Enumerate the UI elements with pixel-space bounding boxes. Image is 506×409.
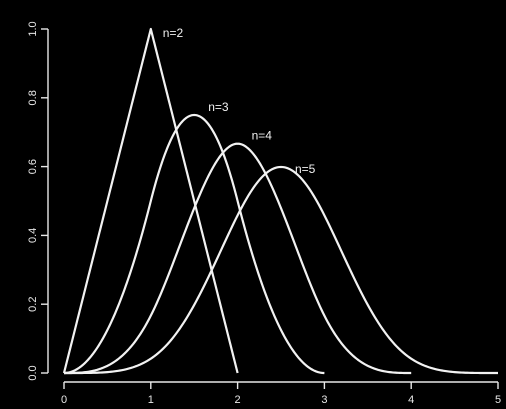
- series-curves: [62, 27, 498, 375]
- x-tick-label: 1: [148, 394, 154, 406]
- series-line-n-5: [64, 165, 498, 375]
- y-tick-label: 1.0: [27, 21, 39, 36]
- y-ticks: 0.0 0.2 0.4 0.6 0.8 1.0: [27, 21, 48, 381]
- x-tick-label: 5: [495, 394, 501, 406]
- x-ticks: 0 1 2 3 4 5: [61, 382, 501, 406]
- series-label-n-5: n=5: [295, 162, 316, 176]
- y-tick-label: 0.8: [27, 90, 39, 105]
- series-line-n-3: [63, 113, 325, 375]
- x-tick-label: 0: [61, 394, 67, 406]
- series-label-n-3: n=3: [208, 100, 229, 114]
- axes: [47, 29, 498, 383]
- series-labels: n=2 n=3 n=4 n=5: [163, 26, 316, 176]
- x-tick-label: 3: [321, 394, 327, 406]
- series-label-n-4: n=4: [252, 129, 273, 143]
- x-tick-label: 2: [235, 394, 241, 406]
- series-line-n-4: [64, 142, 412, 375]
- y-tick-label: 0.6: [27, 159, 39, 174]
- y-tick-label: 0.0: [27, 365, 39, 380]
- series-line-n-2: [62, 27, 239, 374]
- y-tick-label: 0.4: [27, 228, 39, 243]
- series-label-n-2: n=2: [163, 26, 184, 40]
- x-tick-label: 4: [408, 394, 414, 406]
- y-tick-label: 0.2: [27, 297, 39, 312]
